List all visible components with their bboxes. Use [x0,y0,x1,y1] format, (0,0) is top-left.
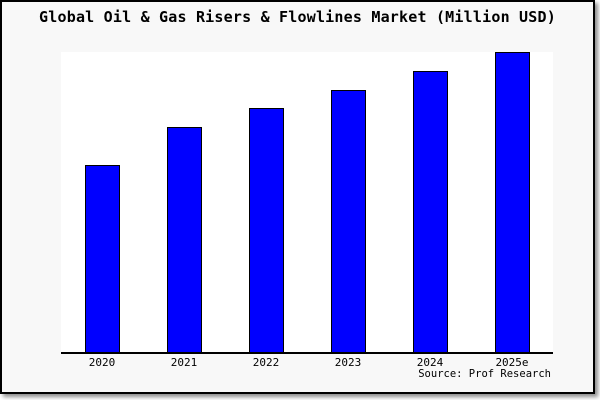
chart-title: Global Oil & Gas Risers & Flowlines Mark… [39,8,556,26]
x-tick-label-2024: 2024 [416,356,444,369]
bar-2024 [412,70,448,352]
plot-area [61,52,553,354]
source-note: Source: Prof Research [418,368,551,380]
x-tick-label-2025e: 2025e [495,356,529,369]
x-axis-tick-labels: 2020 2021 2022 2023 2024 2025e [61,356,553,369]
bar-2023 [330,89,366,352]
bar-2021 [166,127,202,352]
bars-container [61,52,553,352]
x-tick-label-2021: 2021 [170,356,198,369]
x-tick-label-2023: 2023 [334,356,362,369]
bar-2022 [248,108,284,352]
chart-window: Global Oil & Gas Risers & Flowlines Mark… [0,0,595,394]
bar-2025e [494,52,530,352]
x-tick-label-2020: 2020 [88,356,116,369]
bar-2020 [84,164,120,352]
x-tick-label-2022: 2022 [252,356,280,369]
